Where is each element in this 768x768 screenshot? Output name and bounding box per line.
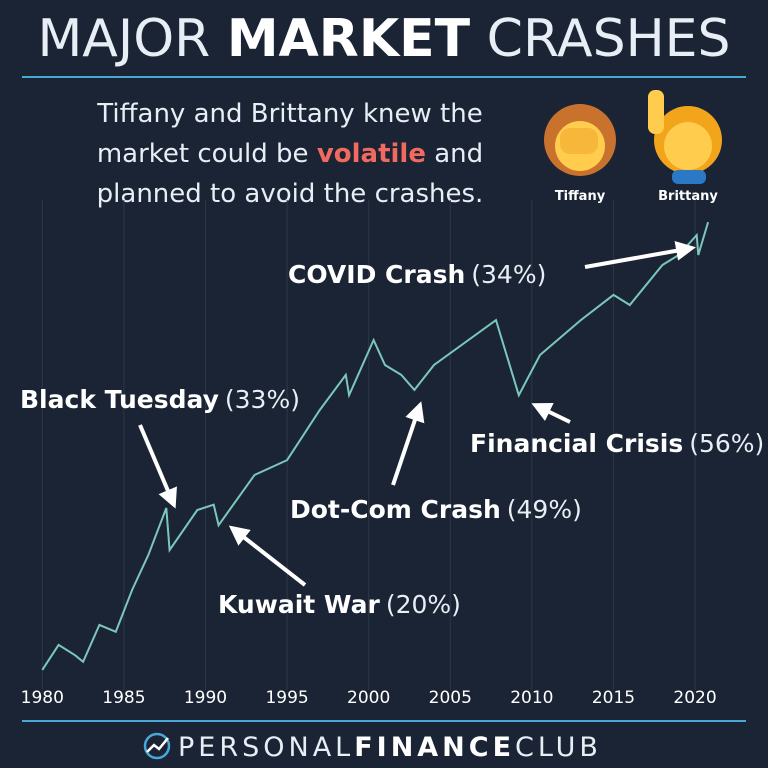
plot: 1980 1985 1990 1995 2000 2005 2010 2015 2020 (21, 200, 717, 708)
title-part: CRASHES (487, 9, 731, 69)
x-tick-label: 2000 (347, 688, 390, 708)
annotation-pct: (33%) (225, 385, 300, 414)
annotation-name: Kuwait War (218, 590, 380, 619)
annotation: Financial Crisis (56%) (470, 429, 764, 458)
title: MAJOR MARKET CRASHES (37, 9, 730, 69)
x-tick-label: 2020 (673, 688, 716, 708)
annotation-pct: (20%) (386, 590, 461, 619)
annotation: Black Tuesday (33%) (20, 385, 300, 414)
subtitle-part: market could be (97, 139, 309, 169)
annotation-name: Financial Crisis (470, 429, 683, 458)
footer-logo (143, 732, 171, 760)
person-label: Brittany (658, 189, 718, 204)
arrow (138, 424, 177, 509)
title-part: MARKET (227, 9, 471, 69)
arrow (531, 402, 571, 424)
annotation-name: Dot-Com Crash (290, 495, 501, 524)
x-tick-label: 1980 (21, 688, 64, 708)
footer-part: FINANCE (354, 732, 515, 763)
x-tick-label: 2005 (429, 688, 472, 708)
x-tick-label: 1995 (265, 688, 308, 708)
x-tick-label: 1985 (102, 688, 145, 708)
x-tick-label: 1990 (184, 688, 227, 708)
annotation: COVID Crash (34%) (288, 260, 546, 289)
annotation: Dot-Com Crash (49%) (290, 495, 582, 524)
annotation-pct: (56%) (689, 429, 764, 458)
annotation: Kuwait War (20%) (218, 590, 461, 619)
title-part: MAJOR (37, 9, 210, 69)
annotation-pct: (34%) (471, 260, 546, 289)
subtitle-line: Tiffany and Brittany knew the (96, 99, 482, 129)
subtitle-line: planned to avoid the crashes. (97, 179, 484, 209)
footer-part: CLUB (515, 732, 602, 763)
arrow (584, 240, 696, 269)
x-tick-label: 2010 (510, 688, 553, 708)
person-label: Tiffany (555, 189, 606, 204)
footer: PERSONALFINANCECLUB (178, 732, 602, 763)
annotation-pct: (49%) (507, 495, 582, 524)
annotation-name: COVID Crash (288, 260, 465, 289)
subtitle-highlight: volatile (317, 139, 426, 169)
price-line (41, 221, 710, 671)
x-tick-label: 2015 (592, 688, 635, 708)
subtitle-part: and (434, 139, 483, 169)
subtitle: Tiffany and Brittany knew the market cou… (96, 99, 483, 209)
footer-part: PERSONAL (178, 732, 354, 763)
subtitle-line: market could be volatile and (97, 139, 483, 169)
annotation-name: Black Tuesday (20, 385, 219, 414)
tiffany-emoji (544, 104, 616, 176)
annotations: Black Tuesday (33%) Kuwait War (20%) Dot-Com… (20, 260, 764, 619)
arrows (138, 240, 696, 587)
arrow (228, 525, 307, 587)
arrow (391, 401, 425, 486)
brittany-emoji (648, 90, 722, 184)
